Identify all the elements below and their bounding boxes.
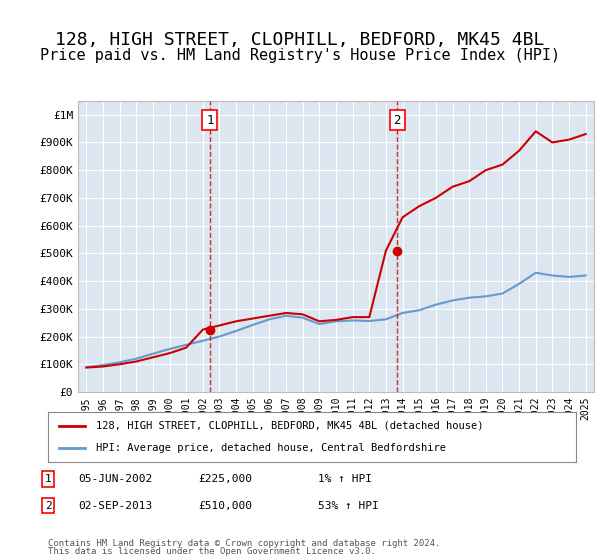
Text: This data is licensed under the Open Government Licence v3.0.: This data is licensed under the Open Gov… [48, 548, 376, 557]
Text: £225,000: £225,000 [198, 474, 252, 484]
Text: 1% ↑ HPI: 1% ↑ HPI [318, 474, 372, 484]
Text: HPI: Average price, detached house, Central Bedfordshire: HPI: Average price, detached house, Cent… [95, 443, 446, 453]
Text: 1: 1 [206, 114, 214, 127]
Text: 05-JUN-2002: 05-JUN-2002 [78, 474, 152, 484]
Text: 128, HIGH STREET, CLOPHILL, BEDFORD, MK45 4BL: 128, HIGH STREET, CLOPHILL, BEDFORD, MK4… [55, 31, 545, 49]
Text: 53% ↑ HPI: 53% ↑ HPI [318, 501, 379, 511]
Text: 2: 2 [394, 114, 401, 127]
Text: £510,000: £510,000 [198, 501, 252, 511]
Text: 1: 1 [44, 474, 52, 484]
Text: Contains HM Land Registry data © Crown copyright and database right 2024.: Contains HM Land Registry data © Crown c… [48, 539, 440, 548]
Text: 2: 2 [44, 501, 52, 511]
Text: Price paid vs. HM Land Registry's House Price Index (HPI): Price paid vs. HM Land Registry's House … [40, 48, 560, 63]
Text: 02-SEP-2013: 02-SEP-2013 [78, 501, 152, 511]
Text: 128, HIGH STREET, CLOPHILL, BEDFORD, MK45 4BL (detached house): 128, HIGH STREET, CLOPHILL, BEDFORD, MK4… [95, 421, 483, 431]
